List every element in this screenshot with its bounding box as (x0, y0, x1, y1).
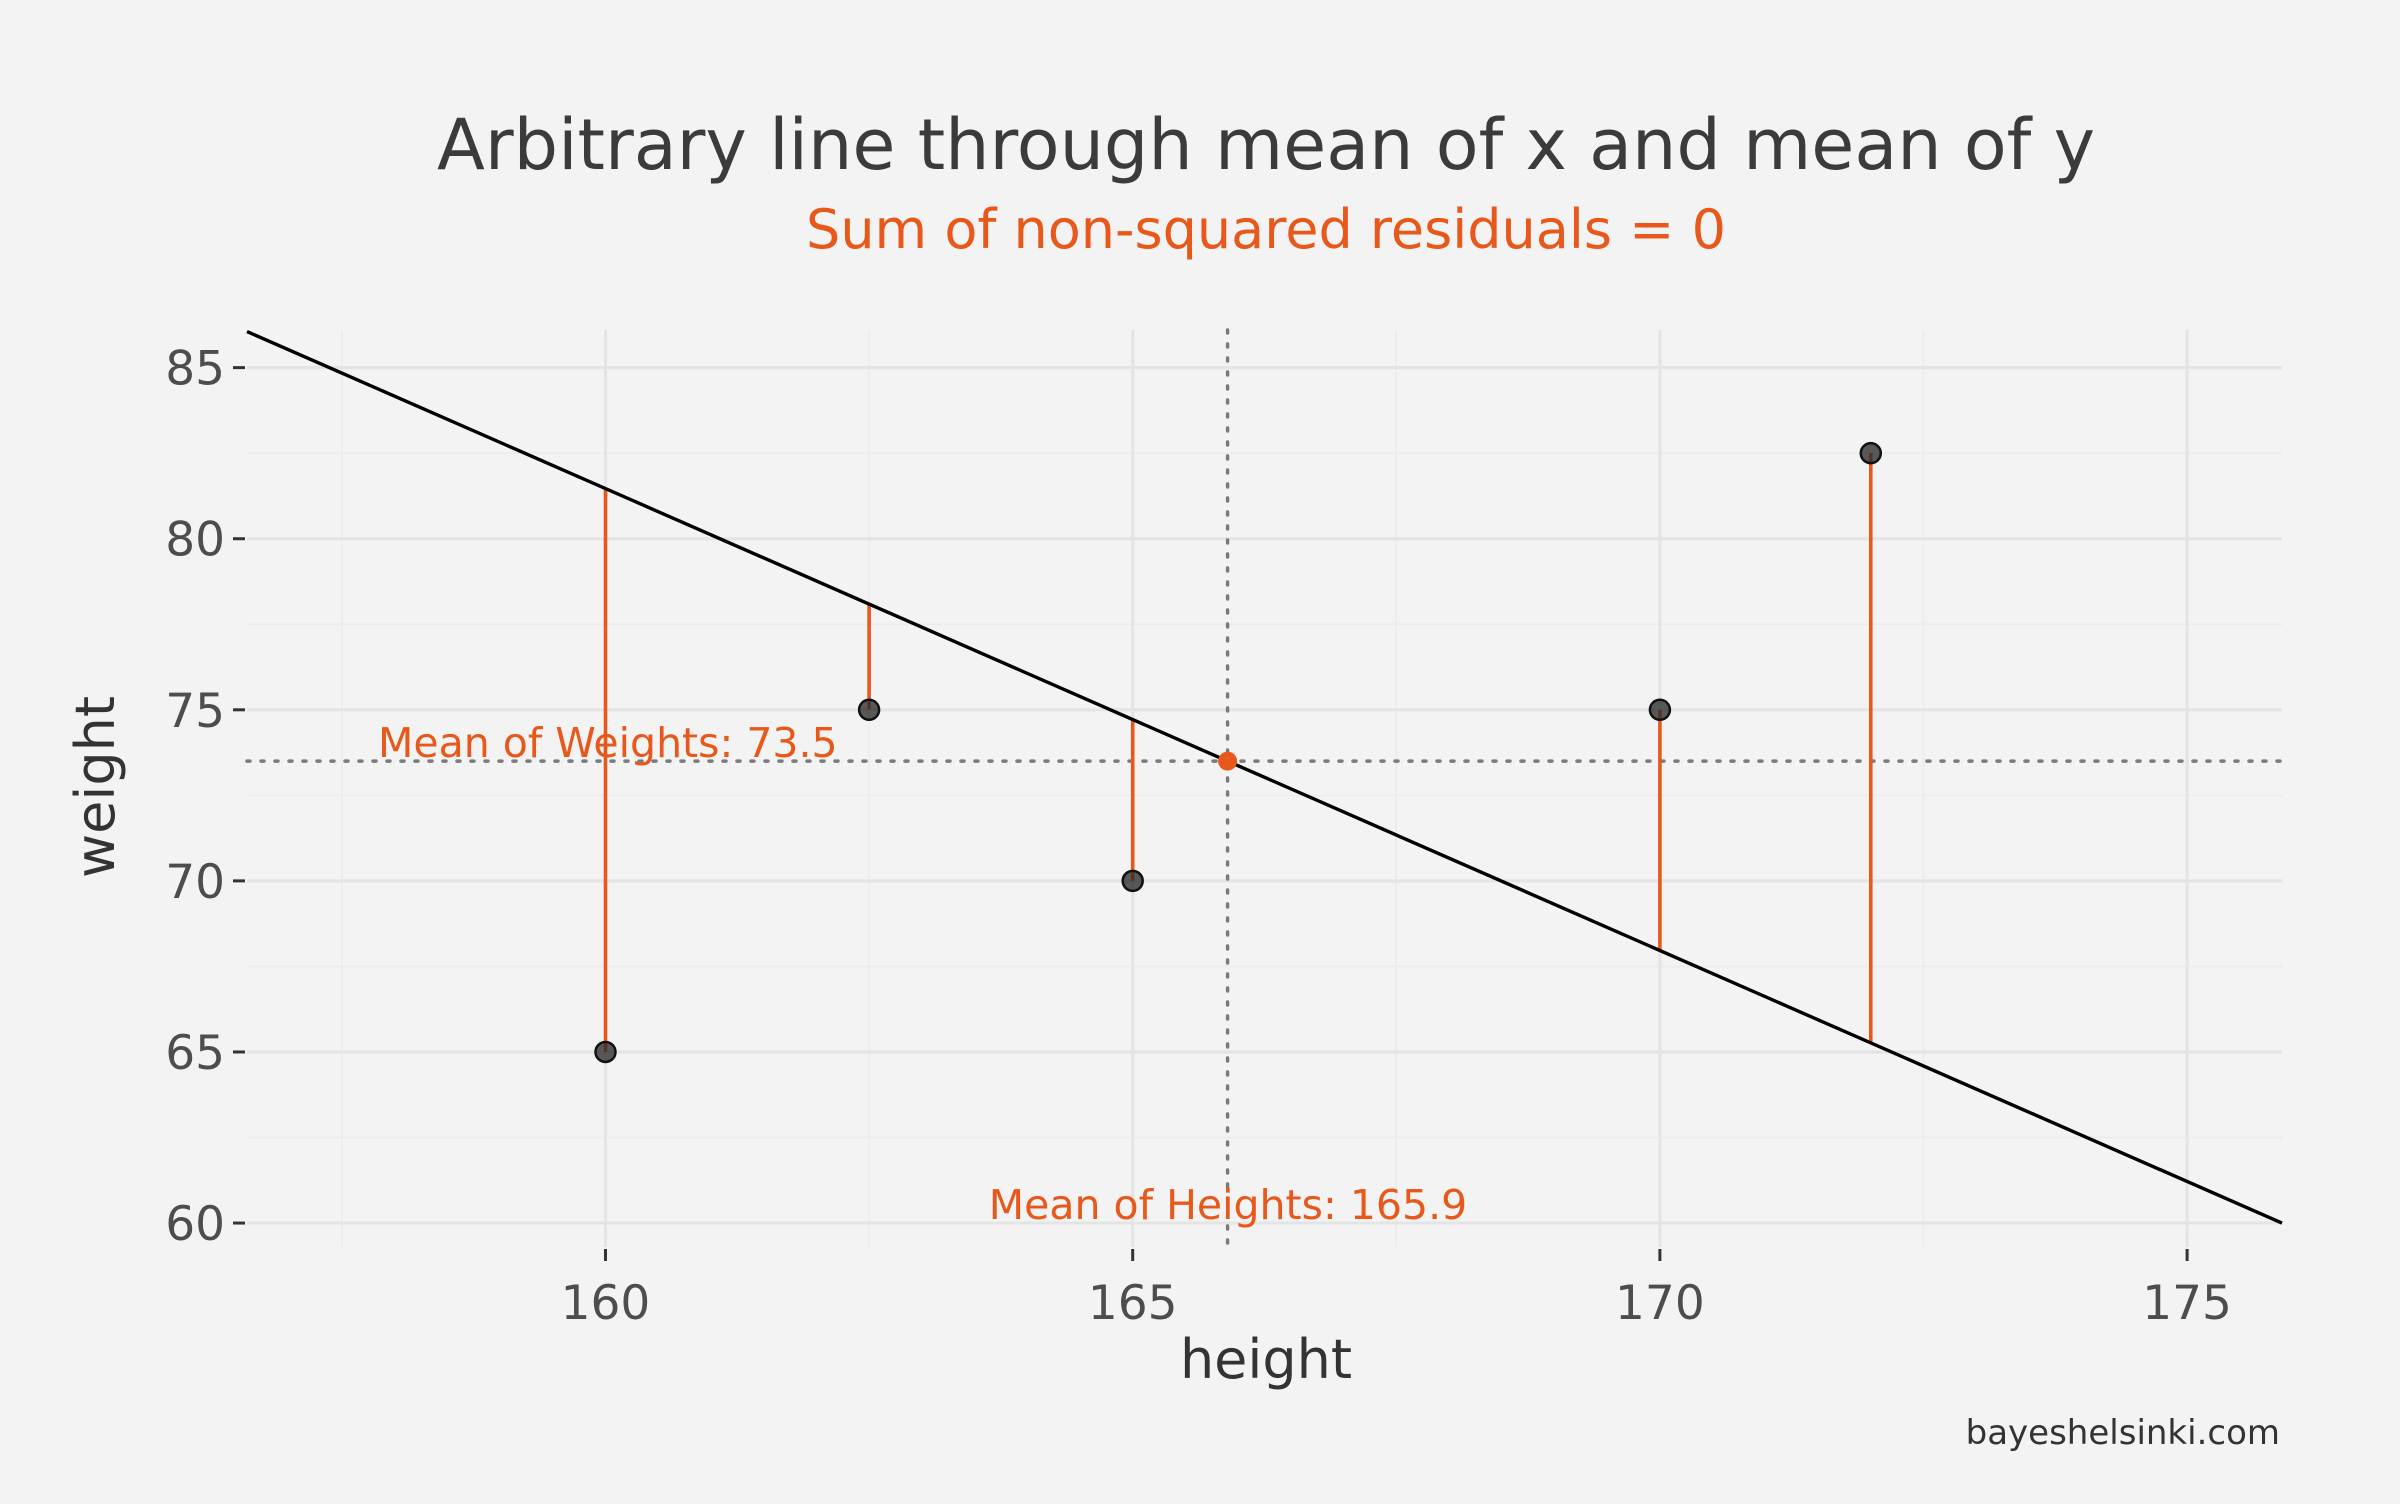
y-tick-label: 70 (165, 855, 225, 910)
y-tick-label: 60 (165, 1197, 225, 1252)
axis-layer: 60 65 70 75 80 85 160 165 170 175 (165, 342, 2232, 1331)
grid-layer (247, 330, 2282, 1247)
fit-line-layer (246, 329, 2283, 1225)
x-tick-label: 170 (1615, 1276, 1705, 1331)
x-axis-title: height (1180, 1328, 1352, 1391)
y-tick-label: 80 (165, 513, 225, 568)
point-layer (594, 441, 1883, 1064)
y-tick-label: 75 (165, 684, 225, 739)
mean-height-label: Mean of Heights: 165.9 (989, 1181, 1467, 1229)
data-point (594, 1040, 617, 1064)
x-tick-label: 175 (2142, 1276, 2232, 1331)
data-point (857, 698, 881, 722)
data-point (1859, 441, 1883, 465)
x-tick-label: 165 (1088, 1276, 1178, 1331)
x-tick-label: 160 (561, 1276, 651, 1331)
source-caption: bayeshelsinki.com (1966, 1413, 2280, 1453)
chart-title: Arbitrary line through mean of x and mea… (437, 104, 2095, 186)
residual-layer (603, 453, 1873, 1052)
chart-subtitle: Sum of non-squared residuals = 0 (806, 198, 1726, 261)
data-point (1121, 869, 1144, 893)
arbitrary-line (246, 329, 2283, 1225)
data-point (1648, 698, 1672, 722)
mean-point (1218, 751, 1238, 771)
y-tick-label: 85 (165, 342, 225, 397)
y-axis-title: weight (64, 696, 127, 878)
mean-weight-label: Mean of Weights: 73.5 (378, 719, 838, 767)
mean-reference-layer (245, 328, 2284, 1249)
y-tick-label: 65 (165, 1026, 225, 1081)
